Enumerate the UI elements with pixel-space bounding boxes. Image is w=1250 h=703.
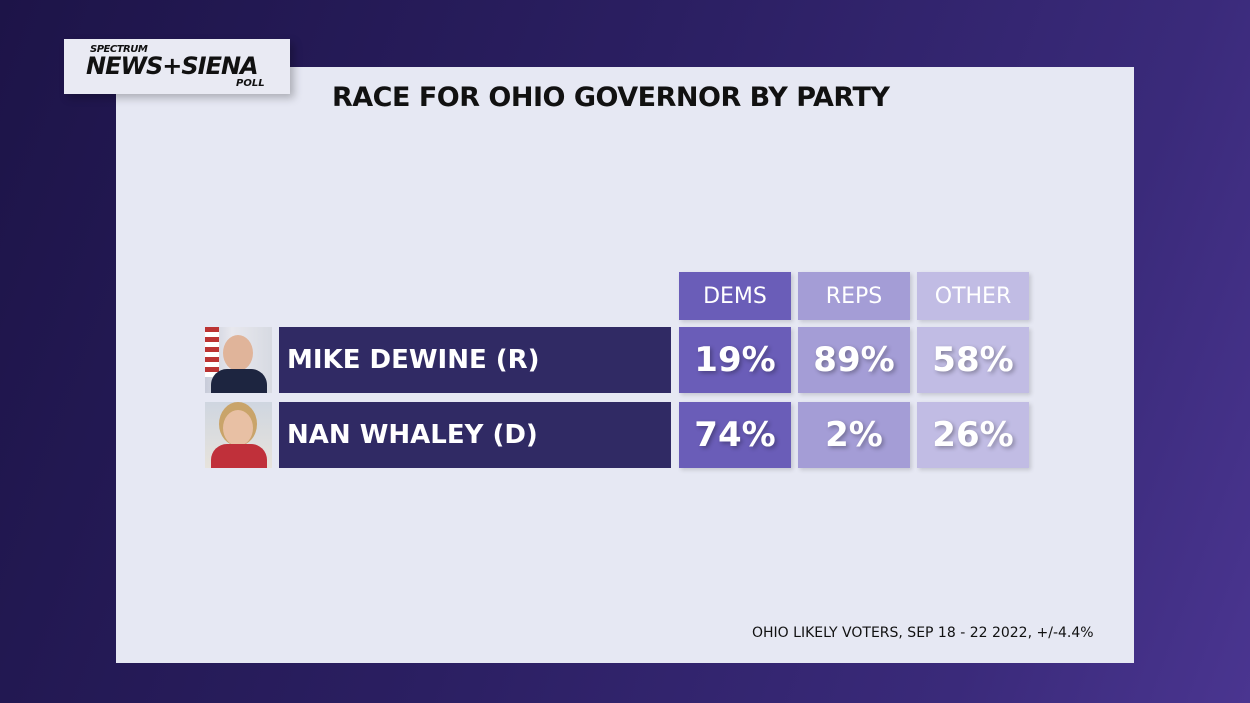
cell-whaley-dems: 74%: [679, 402, 791, 468]
avatar-head: [223, 410, 253, 446]
dewine-photo: [205, 327, 272, 393]
avatar-body: [211, 444, 267, 468]
footnote: OHIO LIKELY VOTERS, SEP 18 - 22 2022, +/…: [752, 625, 1094, 641]
cell-dewine-dems: 19%: [679, 327, 791, 393]
column-header-reps: REPS: [798, 272, 910, 320]
cell-dewine-other: 58%: [917, 327, 1029, 393]
column-header-other: OTHER: [917, 272, 1029, 320]
logo-news-siena: NEWS+SIENA: [86, 52, 259, 80]
avatar-head: [223, 335, 253, 371]
chart-title: RACE FOR OHIO GOVERNOR BY PARTY: [332, 82, 890, 113]
candidate-name-whaley: NAN WHALEY (D): [279, 402, 671, 468]
cell-whaley-reps: 2%: [798, 402, 910, 468]
column-header-dems: DEMS: [679, 272, 791, 320]
cell-whaley-other: 26%: [917, 402, 1029, 468]
avatar-body: [211, 369, 267, 393]
cell-dewine-reps: 89%: [798, 327, 910, 393]
logo-spectrum: SPECTRUM: [90, 44, 148, 55]
whaley-photo: [205, 402, 272, 468]
candidate-name-dewine: MIKE DEWINE (R): [279, 327, 671, 393]
logo-poll: POLL: [236, 78, 265, 89]
spectrum-news-siena-logo: SPECTRUM NEWS+SIENA POLL: [64, 39, 290, 94]
